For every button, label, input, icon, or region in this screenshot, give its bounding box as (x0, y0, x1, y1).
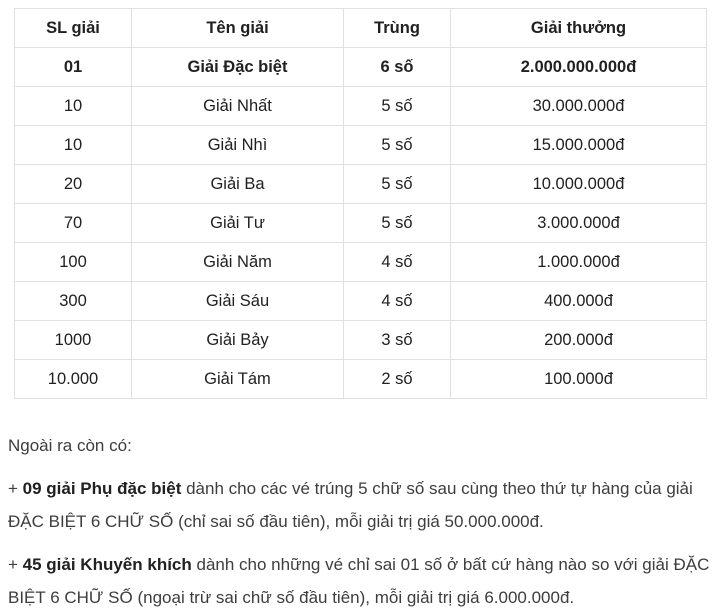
cell-quantity: 20 (14, 164, 132, 204)
cell-quantity: 10 (14, 86, 132, 126)
table-row: 1000 Giải Bảy 3 số 200.000đ (14, 320, 707, 360)
prize-info-page: SL giải Tên giải Trùng Giải thưởng 01 Gi… (0, 8, 720, 612)
cell-match: 4 số (343, 242, 451, 282)
cell-quantity: 01 (14, 47, 132, 87)
note-encouragement: + 45 giải Khuyến khích dành cho những vé… (8, 548, 710, 614)
cell-quantity: 10 (14, 125, 132, 165)
cell-match: 5 số (343, 164, 451, 204)
cell-prize-value: 30.000.000đ (450, 86, 707, 126)
cell-quantity: 10.000 (14, 359, 132, 399)
cell-match: 5 số (343, 125, 451, 165)
cell-quantity: 300 (14, 281, 132, 321)
cell-prize-name: Giải Năm (131, 242, 344, 282)
cell-prize-value: 2.000.000.000đ (450, 47, 707, 87)
table-row: 100 Giải Năm 4 số 1.000.000đ (14, 242, 707, 282)
note-text: dành cho các vé trúng 5 chữ số sau cùng … (8, 479, 693, 531)
col-header-prize-value: Giải thưởng (450, 8, 707, 48)
cell-prize-value: 100.000đ (450, 359, 707, 399)
table-row: 10 Giải Nhất 5 số 30.000.000đ (14, 86, 707, 126)
cell-prize-value: 200.000đ (450, 320, 707, 360)
table-row: 01 Giải Đặc biệt 6 số 2.000.000.000đ (14, 47, 707, 87)
cell-prize-name: Giải Nhất (131, 86, 344, 126)
note-bold-label: 09 giải Phụ đặc biệt (22, 479, 182, 498)
cell-prize-name: Giải Nhì (131, 125, 344, 165)
cell-prize-value: 3.000.000đ (450, 203, 707, 243)
table-row: 300 Giải Sáu 4 số 400.000đ (14, 281, 707, 321)
cell-match: 2 số (343, 359, 451, 399)
cell-prize-value: 400.000đ (450, 281, 707, 321)
cell-match: 3 số (343, 320, 451, 360)
notes-intro: Ngoài ra còn có: (8, 436, 132, 455)
note-special-consolation: + 09 giải Phụ đặc biệt dành cho các vé t… (8, 472, 710, 538)
note-text: dành cho những vé chỉ sai 01 số ở bất cứ… (8, 555, 710, 607)
cell-prize-value: 15.000.000đ (450, 125, 707, 165)
note-prefix: + (8, 479, 23, 498)
cell-match: 4 số (343, 281, 451, 321)
col-header-quantity: SL giải (14, 8, 132, 48)
col-header-prize-name: Tên giải (131, 8, 344, 48)
cell-match: 5 số (343, 86, 451, 126)
note-prefix: + (8, 555, 23, 574)
cell-prize-name: Giải Tư (131, 203, 344, 243)
notes-section: Ngoài ra còn có: + 09 giải Phụ đặc biệt … (8, 429, 710, 614)
table-header-row: SL giải Tên giải Trùng Giải thưởng (14, 8, 707, 48)
col-header-match: Trùng (343, 8, 451, 48)
table-row: 70 Giải Tư 5 số 3.000.000đ (14, 203, 707, 243)
cell-quantity: 1000 (14, 320, 132, 360)
cell-prize-value: 10.000.000đ (450, 164, 707, 204)
cell-quantity: 100 (14, 242, 132, 282)
table-row: 20 Giải Ba 5 số 10.000.000đ (14, 164, 707, 204)
cell-match: 5 số (343, 203, 451, 243)
cell-prize-name: Giải Đặc biệt (131, 47, 344, 87)
cell-prize-name: Giải Bảy (131, 320, 344, 360)
prize-table: SL giải Tên giải Trùng Giải thưởng 01 Gi… (14, 8, 707, 399)
cell-prize-name: Giải Sáu (131, 281, 344, 321)
cell-match: 6 số (343, 47, 451, 87)
cell-prize-value: 1.000.000đ (450, 242, 707, 282)
note-bold-label: 45 giải Khuyến khích (22, 555, 192, 574)
table-row: 10.000 Giải Tám 2 số 100.000đ (14, 359, 707, 399)
cell-quantity: 70 (14, 203, 132, 243)
cell-prize-name: Giải Tám (131, 359, 344, 399)
table-row: 10 Giải Nhì 5 số 15.000.000đ (14, 125, 707, 165)
cell-prize-name: Giải Ba (131, 164, 344, 204)
